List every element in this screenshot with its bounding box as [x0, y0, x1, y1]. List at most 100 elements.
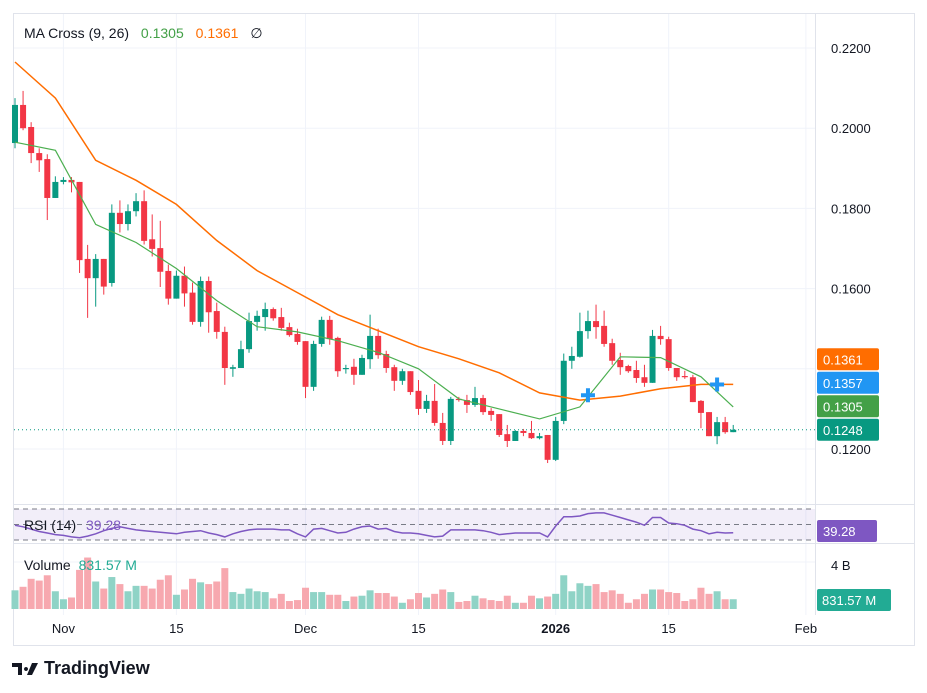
time-tick-label: Nov: [52, 621, 76, 636]
volume-bars: [11, 557, 737, 609]
volume-bar: [560, 575, 568, 609]
volume-bar: [221, 568, 229, 609]
volume-bar: [649, 589, 657, 609]
candle-down: [20, 104, 27, 129]
candle-down: [407, 371, 414, 393]
volume-bar: [35, 580, 43, 609]
candle-down: [350, 366, 357, 375]
volume-bar: [358, 595, 366, 609]
price-badge: [817, 371, 879, 394]
time-tick-label: Dec: [294, 621, 318, 636]
ma-cross-legend[interactable]: MA Cross (9, 26) 0.1305 0.1361 ∅: [24, 25, 271, 42]
candle-down: [673, 367, 680, 378]
candle-up: [92, 258, 99, 279]
candle-up: [471, 398, 478, 405]
volume-bar: [552, 593, 560, 609]
time-tick-label: 15: [169, 621, 183, 636]
volume-bar: [326, 594, 334, 609]
candle-down: [609, 343, 616, 361]
price-badge-label: 0.1361: [823, 352, 863, 367]
volume-bar: [681, 601, 689, 609]
ma-legend-title: MA Cross (9, 26): [24, 25, 130, 41]
time-axis: Nov 15 Dec 15 2026 15 Feb: [52, 621, 817, 636]
candle-down: [44, 159, 51, 198]
volume-bar: [100, 588, 108, 609]
candle-down: [165, 270, 172, 299]
cross-marker-icon: [710, 377, 725, 392]
volume-bar: [519, 602, 527, 609]
tradingview-logo[interactable]: TradingView: [12, 658, 150, 679]
volume-bar: [189, 578, 197, 609]
volume-legend[interactable]: Volume 831.57 M: [24, 557, 137, 573]
volume-badge-label: 831.57 M: [822, 593, 876, 608]
candle-down: [722, 422, 729, 433]
price-tick-label: 0.1800: [831, 201, 871, 216]
candle-up: [536, 436, 543, 439]
candle-up: [342, 367, 349, 370]
candle-down: [278, 317, 285, 328]
volume-bar: [423, 597, 431, 609]
volume-bar: [350, 596, 358, 609]
volume-bar: [124, 591, 132, 609]
candle-up: [359, 357, 366, 375]
volume-bar: [665, 592, 673, 609]
time-tick-label: 15: [411, 621, 425, 636]
volume-bar: [487, 600, 495, 609]
volume-bar: [463, 601, 471, 609]
time-tick-label: Feb: [795, 621, 817, 636]
volume-bar: [632, 599, 640, 609]
candle-down: [100, 258, 107, 287]
volume-bar: [213, 581, 221, 609]
candle-down: [496, 414, 503, 435]
volume-bar: [302, 587, 310, 609]
candle-down: [689, 377, 696, 403]
price-badge-label: 0.1357: [823, 376, 863, 391]
candle-up: [262, 309, 269, 318]
tradingview-logo-icon: [12, 662, 38, 675]
volume-bar: [705, 593, 713, 609]
price-tick-label: 0.1200: [831, 442, 871, 457]
volume-bar: [59, 599, 67, 609]
candle-up: [12, 104, 18, 144]
volume-bar: [592, 584, 600, 609]
candle-down: [665, 339, 672, 368]
volume-bar: [172, 594, 180, 609]
price-badge: [817, 418, 879, 441]
volume-bar: [237, 593, 245, 609]
candle-down: [189, 292, 196, 322]
candle-down: [391, 367, 398, 381]
volume-badge: [817, 589, 891, 611]
volume-bar: [164, 575, 172, 609]
candle-down: [593, 321, 600, 328]
volume-bar: [342, 601, 350, 609]
candle-up: [730, 429, 737, 433]
candle-down: [294, 333, 301, 342]
rsi-legend[interactable]: RSI (14) 39.28: [24, 517, 121, 533]
chart-frame: [13, 13, 915, 646]
candle-down: [601, 325, 608, 344]
volume-bar: [439, 589, 447, 609]
candle-down: [149, 239, 156, 249]
candle-down: [697, 400, 704, 413]
volume-bar: [245, 588, 253, 609]
volume-bar: [76, 569, 84, 609]
candle-up: [173, 275, 180, 299]
visibility-off-icon[interactable]: ∅: [250, 25, 263, 41]
candle-down: [141, 201, 148, 241]
price-badge: [817, 348, 879, 371]
candle-down: [706, 412, 713, 437]
candle-down: [28, 126, 35, 154]
candle-down: [76, 181, 83, 261]
price-tick-label: 0.1600: [831, 282, 871, 297]
ma-fast-line: [14, 141, 734, 420]
volume-bar: [447, 592, 455, 609]
volume-bar: [503, 595, 511, 609]
volume-bar: [374, 593, 382, 609]
rsi-legend-title: RSI (14): [24, 517, 77, 533]
candle-down: [36, 153, 43, 161]
candle-up: [229, 367, 236, 369]
candle-down: [528, 432, 535, 439]
candle-down: [270, 309, 277, 319]
candle-down: [116, 212, 123, 225]
